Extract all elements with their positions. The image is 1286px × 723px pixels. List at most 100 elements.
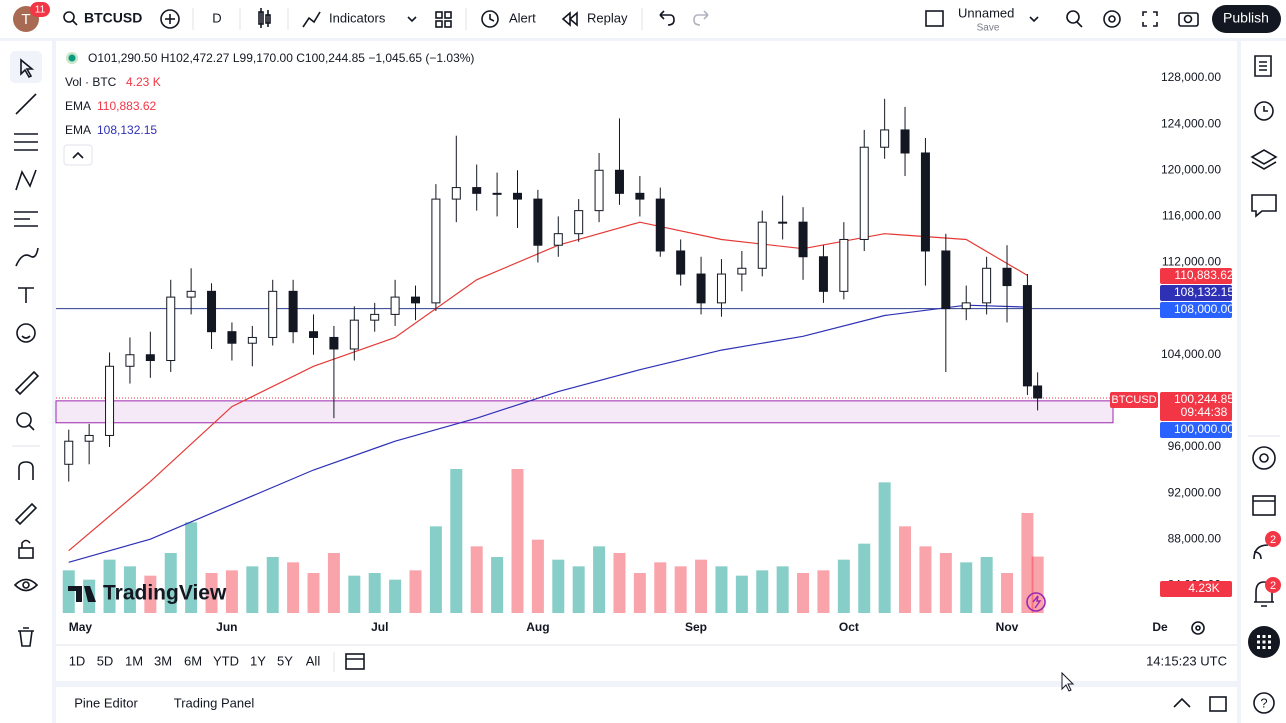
x-tick-label: Sep xyxy=(685,620,707,634)
candle-body xyxy=(961,302,971,310)
clock: 14:15:23 UTC xyxy=(1146,653,1227,668)
emoji-tool[interactable] xyxy=(16,323,36,343)
trend-line-tool[interactable] xyxy=(15,93,37,115)
candle-body xyxy=(920,152,930,252)
logo: TradingView xyxy=(68,582,227,605)
range-button[interactable]: YTD xyxy=(213,653,239,668)
layout-menu[interactable]: Unnamed Save xyxy=(925,5,1039,34)
candle-body xyxy=(737,267,747,275)
candle-body xyxy=(859,146,869,240)
volume-bar xyxy=(205,573,218,613)
y-tick-label: 88,000.00 xyxy=(1168,531,1222,545)
date-range-picker[interactable] xyxy=(345,653,365,670)
calendar[interactable] xyxy=(1252,495,1276,516)
drawing-toolbar xyxy=(0,41,52,723)
panel-tab[interactable]: Pine Editor xyxy=(74,695,138,710)
news[interactable] xyxy=(1253,544,1269,560)
text-tool[interactable] xyxy=(18,287,34,303)
fib-tool[interactable] xyxy=(14,133,38,151)
range-button[interactable]: 3M xyxy=(154,653,172,668)
undo[interactable] xyxy=(659,10,675,26)
chats[interactable] xyxy=(1251,194,1277,218)
cursor-tool[interactable] xyxy=(20,58,35,79)
watchlist[interactable] xyxy=(1254,55,1272,77)
badge: 2 xyxy=(1270,534,1276,546)
help[interactable]: ? xyxy=(1253,692,1275,714)
compare-button[interactable] xyxy=(160,9,180,29)
candle-body xyxy=(839,238,849,292)
mouse-pointer xyxy=(1061,671,1075,692)
candle-body xyxy=(227,331,237,344)
candle-body xyxy=(431,198,441,304)
pattern-tool[interactable] xyxy=(15,169,37,191)
volume-bar xyxy=(715,566,728,613)
maximize-panel[interactable] xyxy=(1209,696,1227,712)
range-button[interactable]: All xyxy=(306,653,321,668)
volume-bar xyxy=(327,553,340,613)
candle-body xyxy=(716,273,726,304)
ema-legend-value: 110,883.62 xyxy=(97,99,156,113)
y-tick-label: 120,000.00 xyxy=(1161,162,1221,176)
visibility-tool[interactable] xyxy=(13,578,39,592)
magnet-tool[interactable] xyxy=(18,461,34,480)
range-button[interactable]: 6M xyxy=(184,653,202,668)
quick-search[interactable] xyxy=(1066,10,1083,28)
volume-bar xyxy=(470,546,483,613)
panel-tab[interactable]: Trading Panel xyxy=(174,695,255,710)
volume-bar xyxy=(409,570,422,613)
interval[interactable]: D xyxy=(212,10,221,25)
publish-button[interactable]: Publish xyxy=(1212,5,1281,33)
alert-button[interactable]: Alert xyxy=(481,10,536,28)
replay-button[interactable]: Replay xyxy=(561,10,628,27)
volume-bar xyxy=(939,553,952,613)
collapse-legend[interactable] xyxy=(63,144,93,166)
fullscreen[interactable] xyxy=(1142,11,1158,27)
alerts-panel[interactable] xyxy=(1254,101,1274,121)
candle-body xyxy=(778,221,788,224)
candle-body xyxy=(288,290,298,333)
replay-fab[interactable] xyxy=(1026,592,1046,612)
symbol-search[interactable]: BTCUSD xyxy=(63,10,142,26)
volume-bar xyxy=(348,575,361,613)
chart-settings[interactable] xyxy=(1191,621,1205,635)
brush-tool[interactable] xyxy=(15,247,39,267)
chart-type[interactable] xyxy=(258,8,271,28)
range-button[interactable]: 1D xyxy=(69,653,86,668)
price-tag xyxy=(1160,422,1232,438)
lock-tool[interactable] xyxy=(18,539,34,559)
candle-body xyxy=(247,336,257,344)
volume-bar xyxy=(1021,513,1034,613)
screenshot[interactable] xyxy=(1178,12,1199,27)
volume-bar xyxy=(572,566,585,613)
templates-button[interactable] xyxy=(435,11,452,28)
screener[interactable] xyxy=(1252,446,1276,470)
object-tree[interactable] xyxy=(1250,149,1278,170)
range-button[interactable]: 5D xyxy=(97,653,114,668)
candle-body xyxy=(145,354,155,362)
price-tag xyxy=(1160,581,1232,597)
expand-panel[interactable] xyxy=(1173,697,1191,708)
symbol-tag-label: BTCUSD xyxy=(1111,394,1156,406)
volume-bar xyxy=(164,553,177,613)
y-tick-label: 92,000.00 xyxy=(1168,485,1222,499)
x-tick-label: Nov xyxy=(996,620,1019,634)
delete-tool[interactable] xyxy=(18,627,34,647)
measure-tool[interactable] xyxy=(14,370,40,396)
zoom-tool[interactable] xyxy=(16,412,35,431)
avatar[interactable]: T 11 xyxy=(13,2,50,32)
indicators-button[interactable]: Indicators xyxy=(302,10,417,28)
price-tag xyxy=(1160,285,1232,301)
redo[interactable] xyxy=(693,10,709,26)
range-button[interactable]: 5Y xyxy=(277,653,293,668)
range-button[interactable]: 1Y xyxy=(250,653,266,668)
candle-body xyxy=(125,354,135,367)
candle-body xyxy=(900,129,910,154)
range-bar: 14:15:23 UTC 1D 5D 1M 3M 6M YTD 1Y 5Y All xyxy=(56,644,1237,672)
range-button[interactable]: 1M xyxy=(125,653,143,668)
y-tick-label: 128,000.00 xyxy=(1161,70,1221,84)
settings[interactable] xyxy=(1103,10,1121,28)
lock-draw[interactable] xyxy=(14,502,38,526)
candle-body xyxy=(574,210,584,235)
forecast-tool[interactable] xyxy=(14,211,38,227)
candle-body xyxy=(614,169,624,194)
